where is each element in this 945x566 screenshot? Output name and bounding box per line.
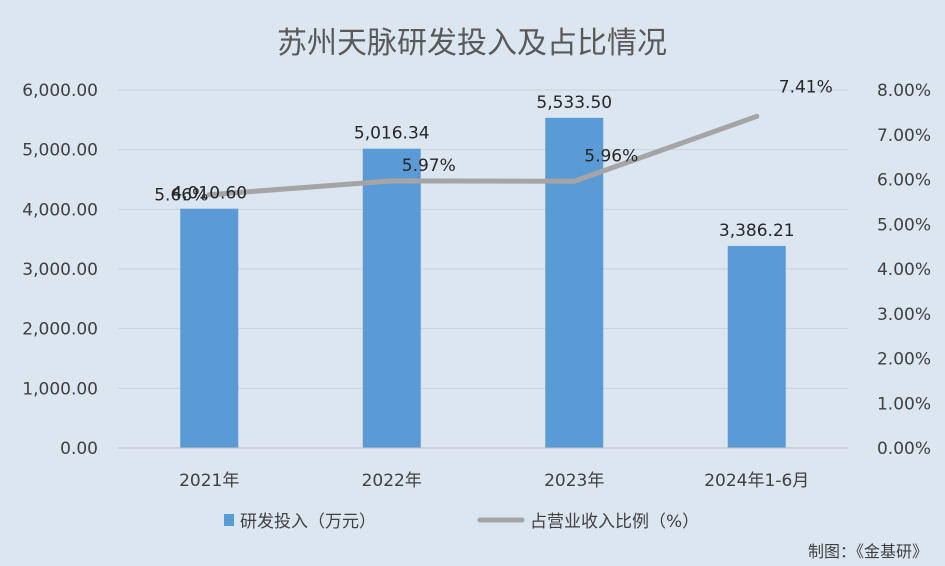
right-axis: 0.00% 1.00% 2.00% 3.00% 4.00% 5.00% 6.00% 7.00%… [877,81,931,459]
line-point [389,178,395,184]
line-point [754,113,760,119]
line-value-label: 7.41% [779,77,833,97]
line-series [206,113,760,198]
legend-bar-swatch [224,514,234,526]
right-tick-label: 8.00% [877,81,931,101]
bar-value-label: 4,010.60 [171,184,247,204]
bar [180,208,239,448]
right-tick-label: 3.00% [877,305,931,325]
bar-data-labels: 4,010.60 5,016.34 5,533.50 3,386.21 [171,93,794,241]
x-axis: 2021年 2022年 2023年 2024年1-6月 [118,447,848,491]
right-tick-label: 1.00% [877,394,931,414]
line-value-label: 5.97% [402,156,456,176]
bar [362,148,421,448]
right-tick-label: 5.00% [877,215,931,235]
right-tick-label: 4.00% [877,260,931,280]
bar-value-label: 5,016.34 [354,124,430,144]
bar-series [180,117,786,448]
line-data-labels: 5.66% 5.97% 5.96% 7.41% [154,77,833,205]
x-tick-label: 2021年 [179,471,239,491]
x-tick-label: 2024年1-6月 [704,471,809,491]
bar [545,117,604,448]
left-tick-label: 3,000.00 [22,260,98,280]
x-tick-label: 2023年 [544,471,604,491]
bar [727,245,786,448]
line-point [571,178,577,184]
left-axis: 0.00 1,000.00 2,000.00 3,000.00 4,000.00 5,00… [22,81,98,459]
right-tick-label: 2.00% [877,350,931,370]
chart-title: 苏州天脉研发投入及占比情况 [277,26,667,61]
x-tick-label: 2022年 [362,471,422,491]
right-tick-label: 0.00% [877,439,931,459]
gridlines [118,89,848,449]
legend: 研发投入（万元） 占营业收入比例（%） [224,512,699,532]
left-tick-label: 6,000.00 [22,81,98,101]
left-tick-label: 2,000.00 [22,320,98,340]
source-note: 制图：《金基研》 [808,542,928,561]
left-tick-label: 1,000.00 [22,379,98,399]
legend-line-label: 占营业收入比例（%） [530,512,699,532]
left-tick-label: 5,000.00 [22,141,98,161]
right-tick-label: 7.00% [877,126,931,146]
right-tick-label: 6.00% [877,171,931,191]
line-value-label: 5.66% [154,186,208,206]
line-point [206,192,212,198]
legend-bar-label: 研发投入（万元） [240,512,376,532]
line-path [206,113,760,198]
left-tick-label: 4,000.00 [22,200,98,220]
bar-value-label: 3,386.21 [719,221,795,241]
left-tick-label: 0.00 [60,439,98,459]
bar-value-label: 5,533.50 [536,93,612,113]
line-value-label: 5.96% [584,146,638,166]
